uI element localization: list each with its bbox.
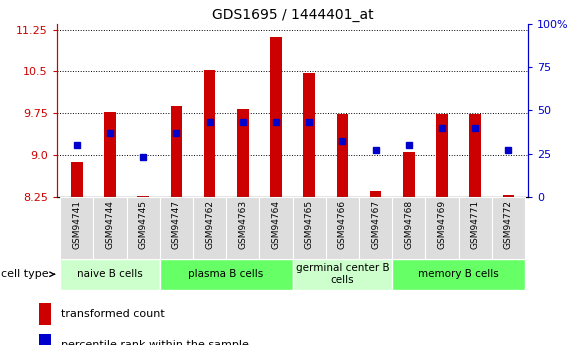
- Text: GSM94747: GSM94747: [172, 200, 181, 249]
- Bar: [60, 259, 160, 290]
- Bar: [270, 37, 282, 197]
- Bar: [392, 259, 525, 290]
- Bar: [403, 152, 415, 197]
- Bar: [293, 197, 325, 259]
- Bar: [436, 114, 448, 197]
- Bar: [160, 259, 293, 290]
- Text: naive B cells: naive B cells: [77, 269, 143, 279]
- Text: GSM94764: GSM94764: [272, 200, 281, 249]
- Bar: [325, 197, 359, 259]
- Bar: [60, 197, 93, 259]
- Bar: [303, 72, 315, 197]
- Bar: [170, 106, 182, 197]
- Text: GSM94741: GSM94741: [72, 200, 81, 249]
- Title: GDS1695 / 1444401_at: GDS1695 / 1444401_at: [212, 8, 373, 22]
- Bar: [71, 161, 82, 197]
- Text: GSM94744: GSM94744: [106, 200, 114, 249]
- Bar: [193, 197, 226, 259]
- Bar: [39, 334, 51, 345]
- Bar: [160, 197, 193, 259]
- Bar: [260, 197, 293, 259]
- Text: memory B cells: memory B cells: [418, 269, 499, 279]
- Bar: [104, 111, 116, 197]
- Bar: [226, 197, 260, 259]
- Text: GSM94769: GSM94769: [437, 200, 446, 249]
- Text: percentile rank within the sample: percentile rank within the sample: [61, 340, 249, 345]
- Bar: [392, 197, 425, 259]
- Bar: [127, 197, 160, 259]
- Text: GSM94763: GSM94763: [238, 200, 247, 249]
- Text: GSM94768: GSM94768: [404, 200, 414, 249]
- Bar: [137, 196, 149, 197]
- Bar: [425, 197, 458, 259]
- Bar: [336, 114, 348, 197]
- Text: plasma B cells: plasma B cells: [189, 269, 264, 279]
- Text: GSM94766: GSM94766: [338, 200, 347, 249]
- Bar: [93, 197, 127, 259]
- Text: GSM94765: GSM94765: [304, 200, 314, 249]
- Bar: [503, 195, 514, 197]
- Bar: [469, 114, 481, 197]
- Bar: [204, 70, 215, 197]
- Text: transformed count: transformed count: [61, 309, 165, 319]
- Text: GSM94762: GSM94762: [205, 200, 214, 249]
- Bar: [39, 303, 51, 325]
- Bar: [492, 197, 525, 259]
- Text: GSM94745: GSM94745: [139, 200, 148, 249]
- Text: germinal center B
cells: germinal center B cells: [295, 264, 389, 285]
- Bar: [237, 109, 249, 197]
- Bar: [370, 191, 381, 197]
- Bar: [293, 259, 392, 290]
- Bar: [359, 197, 392, 259]
- Text: GSM94772: GSM94772: [504, 200, 513, 249]
- Bar: [458, 197, 492, 259]
- Text: GSM94767: GSM94767: [371, 200, 380, 249]
- Text: GSM94771: GSM94771: [471, 200, 479, 249]
- Text: cell type: cell type: [1, 269, 55, 279]
